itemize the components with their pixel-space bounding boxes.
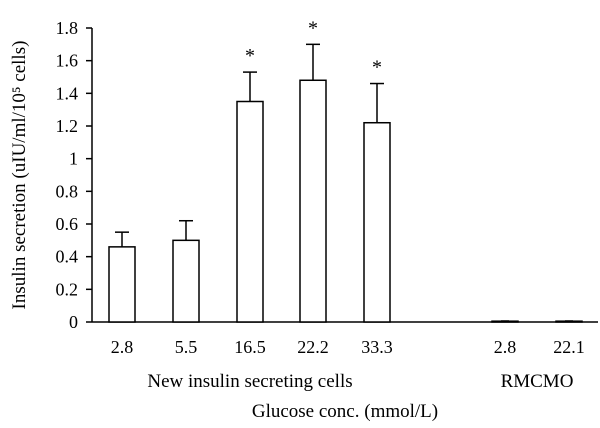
bar [363, 121, 391, 323]
y-tick-label: 0.8 [56, 181, 79, 201]
bars: * * * [108, 17, 583, 323]
bar [172, 239, 200, 323]
y-tick-label: 1.4 [56, 83, 79, 103]
bar [236, 100, 264, 323]
y-tick-label: 0.2 [56, 279, 79, 299]
x-tick-label: 22.2 [297, 337, 329, 357]
x-tick-label: 22.1 [553, 337, 585, 357]
x-tick-label: 5.5 [175, 337, 198, 357]
x-tick-label: 2.8 [111, 337, 134, 357]
x-tick-label: 16.5 [234, 337, 266, 357]
y-ticks: 0 0.2 0.4 0.6 0.8 1 1.2 1.4 1.6 1.8 [56, 18, 92, 332]
x-tick-label: 2.8 [494, 337, 517, 357]
significance-marker: * [308, 17, 318, 39]
y-tick-label: 1.6 [56, 51, 79, 71]
y-tick-label: 0 [69, 312, 78, 332]
group-labels: New insulin secreting cells RMCMO [147, 371, 573, 392]
y-axis-title: Insulin secretion (uIU/ml/10⁵ cells) [9, 41, 30, 310]
x-tick-label: 33.3 [361, 337, 393, 357]
significance-marker: * [372, 57, 382, 79]
x-axis-title: Glucose conc. (mmol/L) [252, 401, 438, 422]
y-tick-label: 0.4 [56, 247, 79, 267]
x-tick-labels: 2.8 5.5 16.5 22.2 33.3 2.8 22.1 [111, 337, 585, 357]
y-tick-label: 0.6 [56, 214, 79, 234]
y-tick-label: 1.8 [56, 18, 79, 38]
bar [108, 246, 136, 323]
y-tick-label: 1 [69, 149, 78, 169]
y-tick-label: 1.2 [56, 116, 79, 136]
group-label: New insulin secreting cells [147, 371, 352, 392]
significance-marker: * [245, 45, 255, 67]
axes [91, 28, 598, 323]
group-label: RMCMO [501, 371, 574, 392]
bar [299, 79, 327, 323]
